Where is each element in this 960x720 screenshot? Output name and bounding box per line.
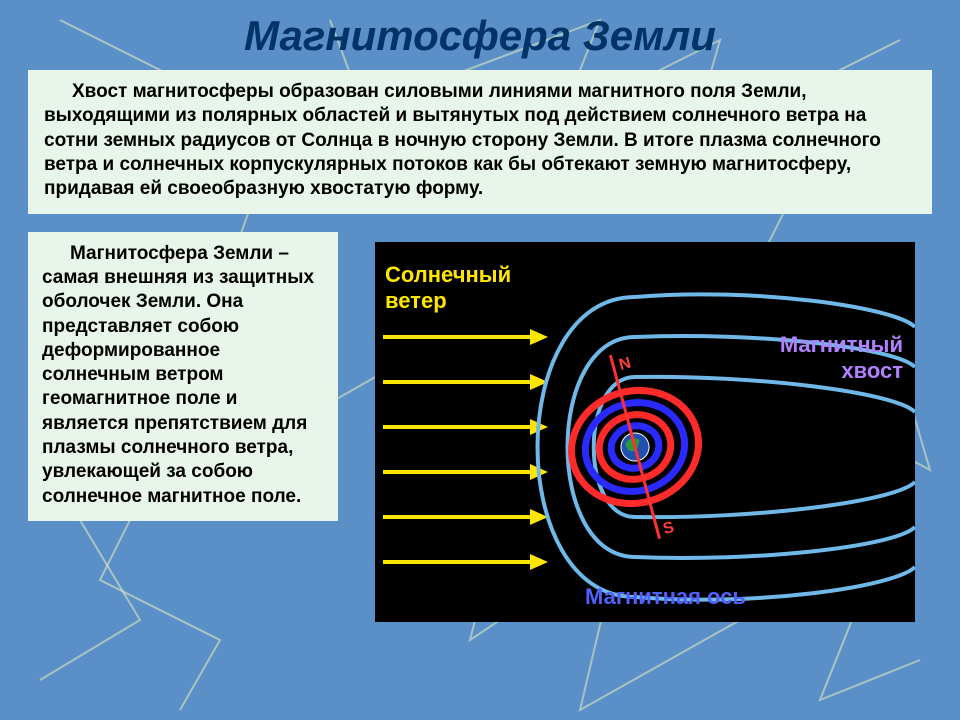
label-solar-wind: Солнечный ветер bbox=[385, 262, 511, 314]
paragraph-left: Магнитосфера Земли – самая внешняя из за… bbox=[28, 232, 338, 521]
magnetosphere-diagram: NS Солнечный ветер Магнитный хвост Магни… bbox=[375, 242, 915, 622]
label-magnetic-axis: Магнитная ось bbox=[585, 584, 746, 610]
paragraph-top: Хвост магнитосферы образован силовыми ли… bbox=[28, 70, 932, 214]
page-title: Магнитосфера Земли bbox=[0, 0, 960, 70]
paragraph-left-text: Магнитосфера Земли – самая внешняя из за… bbox=[42, 243, 314, 507]
label-magnetotail: Магнитный хвост bbox=[780, 332, 903, 384]
paragraph-top-text: Хвост магнитосферы образован силовыми ли… bbox=[44, 81, 881, 199]
